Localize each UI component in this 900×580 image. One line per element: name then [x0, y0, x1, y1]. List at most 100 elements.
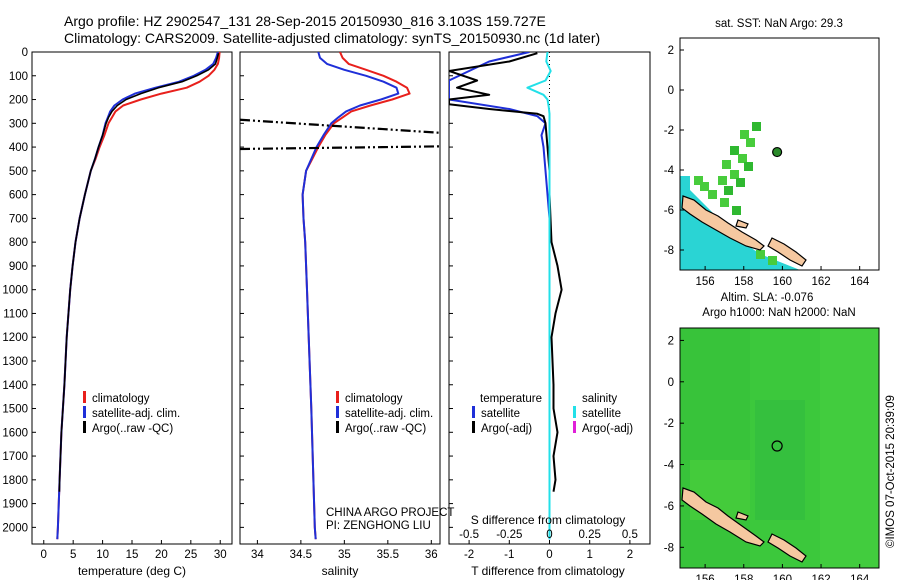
sst-ytick-label: -2: [664, 125, 674, 137]
sst-anomaly-blocks: [694, 122, 777, 265]
difference-legend: temperature satellite Argo(-adj) salinit…: [472, 393, 633, 435]
legend-label-t-argo: Argo(-adj): [481, 423, 532, 435]
difference-t-tick-label: 0: [546, 549, 552, 561]
sst-xtick-label: 162: [811, 276, 830, 288]
t-difference-label: T difference from climatology: [471, 564, 625, 578]
legend-heading-temperature: temperature: [480, 393, 542, 405]
sst-block: [744, 162, 753, 171]
temperature-panel: 0 5 10 15 20 25 30 temperature (deg C) climato…: [31, 51, 233, 578]
difference-s-tick-label: -0.5: [459, 529, 479, 541]
sla-xtick-label: 164: [850, 574, 870, 580]
legend-swatch-t-argo: [472, 421, 475, 433]
temperature-line-0: [56, 52, 221, 540]
sst-map-title: sat. SST: NaN Argo: 29.3: [715, 18, 843, 30]
depth-tick-label: 600: [9, 190, 28, 202]
legend-label-s-satellite: satellite: [582, 408, 621, 420]
sst-xtick-label: 158: [734, 276, 753, 288]
sst-block: [740, 130, 749, 139]
depth-tick-label: 1200: [2, 332, 28, 344]
legend-swatch-s-satellite: [573, 406, 576, 418]
sst-block: [700, 182, 709, 191]
sla-xtick-label: 160: [773, 574, 792, 580]
sst-map-frame: [679, 37, 880, 271]
salinity-legend: climatology satellite-adj. clim. Argo(..…: [336, 391, 433, 435]
depth-tick-label: 700: [9, 213, 28, 225]
sst-block: [752, 122, 761, 131]
temperature-line-2: [58, 53, 220, 492]
pi-annotation: PI: ZENGHONG LIU: [326, 520, 431, 532]
legend-label-satellite: satellite-adj. clim.: [345, 408, 433, 420]
depth-tick-label: 1800: [2, 475, 28, 487]
depth-tick-label: 400: [9, 142, 28, 154]
depth-tick-label: 1600: [2, 427, 28, 439]
figure-subtitle: Climatology: CARS2009. Satellite-adjuste…: [64, 30, 600, 46]
sla-argo-position-marker: [771, 440, 783, 452]
sst-block: [730, 170, 739, 179]
sla-map-field: [680, 328, 879, 568]
temperature-tick-label: 15: [126, 549, 139, 561]
depth-tick-label: 1700: [2, 451, 28, 463]
legend-swatch-s-argo: [573, 421, 576, 433]
land-island-small: [735, 219, 749, 229]
depth-axis-ticks: 0 100 200 300 400 500 600 700 800 900 1000 1100 1200…: [2, 47, 453, 534]
depth-tick-label: 800: [9, 237, 28, 249]
sst-map: sat. SST: NaN Argo: 29.3 2 0 -2 -4 -6 -8 156 1…: [664, 18, 880, 288]
depth-tick-label: 300: [9, 118, 28, 130]
temperature-legend: climatology satellite-adj. clim. Argo(..…: [83, 391, 180, 435]
legend-swatch-t-satellite: [472, 406, 475, 418]
land-new-ireland: [681, 487, 765, 547]
sla-map-title-line1: Altim. SLA: -0.076: [721, 292, 814, 304]
legend-swatch-argo: [83, 421, 86, 433]
depth-tick-label: 1100: [3, 308, 28, 320]
sst-block: [720, 198, 729, 207]
land-bougainville: [767, 533, 807, 563]
depth-tick-label: 1000: [2, 285, 28, 297]
sst-block: [736, 178, 745, 187]
sst-ytick-label: 0: [668, 85, 674, 97]
legend-swatch-satellite: [336, 406, 339, 418]
salinity-tick-label: 36: [425, 549, 438, 561]
depth-tick-label: 100: [9, 71, 28, 83]
legend-label-climatology: climatology: [92, 393, 150, 405]
difference-line-t-satellite: [449, 52, 551, 540]
s-difference-label: S difference from climatology: [471, 513, 626, 527]
salinity-tick-label: 34.5: [290, 549, 312, 561]
salinity-tick-label: 35.5: [377, 549, 399, 561]
temperature-tick-label: 10: [96, 549, 109, 561]
difference-t-tick-label: -1: [504, 549, 514, 561]
sla-ytick-label: -8: [664, 542, 674, 554]
difference-t-tick-label: 1: [586, 549, 592, 561]
sst-ytick-label: -6: [664, 205, 674, 217]
temperature-tick-label: 30: [214, 549, 227, 561]
temperature-x-label: temperature (deg C): [78, 564, 186, 578]
sla-xtick-label: 156: [696, 574, 715, 580]
land-island-small: [735, 511, 749, 521]
legend-swatch-argo: [336, 421, 339, 433]
sst-block: [756, 250, 765, 259]
salinity-panel: 34 34.5 35 35.5 36 salinity climatology sate…: [239, 51, 454, 578]
difference-line-s-satellite: [526, 52, 552, 540]
sla-ytick-label: 0: [668, 377, 674, 389]
temperature-tick-label: 25: [184, 549, 197, 561]
salinity-x-label: salinity: [322, 564, 359, 578]
legend-swatch-climatology: [336, 391, 339, 403]
sla-ytick-label: -6: [664, 501, 674, 513]
depth-tick-label: 2000: [2, 522, 28, 534]
sla-map-frame: [679, 327, 880, 569]
sla-ytick-label: -4: [664, 460, 675, 472]
depth-tick-label: 0: [22, 47, 28, 59]
difference-s-tick-label: 0: [546, 529, 552, 541]
sla-xtick-label: 158: [734, 574, 753, 580]
sst-ytick-label: -4: [664, 165, 675, 177]
difference-t-tick-label: 2: [627, 549, 633, 561]
difference-s-tick-label: 0.5: [622, 529, 638, 541]
temperature-tick-label: 0: [41, 549, 47, 561]
land-new-ireland: [681, 195, 765, 251]
depth-tick-label: 1400: [2, 380, 28, 392]
sla-ytick-label: 2: [668, 335, 674, 347]
sst-block: [730, 146, 739, 155]
sla-map: Altim. SLA: -0.076 Argo h1000: NaN h2000…: [664, 292, 880, 580]
salinity-line-satellite: [301, 52, 400, 540]
sst-warm-water-patch: [680, 176, 800, 270]
